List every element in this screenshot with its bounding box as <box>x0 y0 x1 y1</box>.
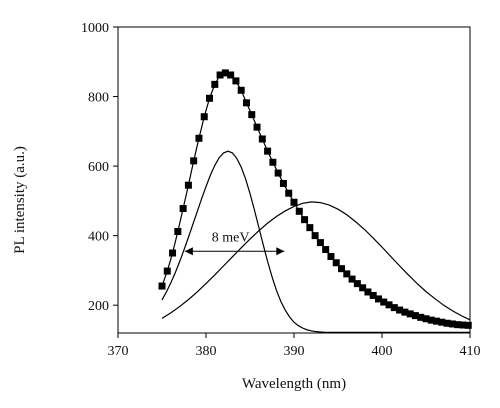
data-point-marker <box>396 306 404 314</box>
x-tick-label: 380 <box>196 344 217 359</box>
data-point-marker <box>264 147 272 155</box>
data-point-marker <box>253 123 261 131</box>
x-axis: 370 380 390 400 410 <box>108 333 481 359</box>
data-point-marker <box>459 321 467 329</box>
data-point-marker <box>390 304 398 312</box>
plot-border <box>117 26 471 334</box>
data-point-marker <box>348 275 356 283</box>
data-point-marker <box>216 71 224 79</box>
data-point-marker <box>374 295 382 303</box>
annotation-arrowhead-left <box>184 247 193 256</box>
y-tick-label: 800 <box>88 91 109 106</box>
x-tick-label: 400 <box>372 344 393 359</box>
data-point-marker <box>174 227 182 235</box>
data-point-marker <box>163 267 171 275</box>
data-point-marker <box>232 77 240 85</box>
data-point-marker <box>438 318 446 326</box>
data-point-marker <box>338 265 346 273</box>
x-tick-label: 370 <box>108 344 129 359</box>
data-point-marker <box>401 308 409 316</box>
data-point-marker <box>206 94 214 102</box>
data-point-marker <box>364 288 372 296</box>
data-point-marker <box>316 239 324 247</box>
data-point-marker <box>295 207 303 215</box>
data-point-marker <box>311 232 319 240</box>
data-point-marker <box>158 282 166 290</box>
data-point-marker <box>353 280 361 288</box>
data-point-marker <box>179 205 187 213</box>
series-2-line <box>161 150 470 333</box>
data-point-marker <box>369 291 377 299</box>
data-point-marker <box>211 80 219 88</box>
y-tick-label: 1000 <box>81 21 109 36</box>
data-point-marker <box>454 321 462 329</box>
data-point-marker <box>411 312 419 320</box>
data-point-marker <box>248 111 256 119</box>
data-point-marker <box>417 313 425 321</box>
annotation-layer: 8 meV <box>184 230 285 256</box>
data-point-marker <box>327 253 335 260</box>
data-point-marker <box>221 69 229 77</box>
data-point-marker <box>258 135 266 143</box>
y-axis: 200 400 600 800 1000 <box>81 21 118 314</box>
data-point-marker <box>385 301 393 309</box>
data-point-marker <box>359 284 367 292</box>
x-tick-label: 410 <box>460 344 481 359</box>
x-tick-label: 390 <box>284 344 305 359</box>
data-point-marker <box>332 259 340 267</box>
data-point-marker <box>195 134 203 142</box>
y-tick-label: 200 <box>88 299 109 314</box>
y-tick-label: 600 <box>88 160 109 175</box>
data-point-marker <box>279 179 287 187</box>
data-point-marker <box>290 198 298 206</box>
data-point-marker <box>464 321 472 329</box>
data-point-marker <box>242 99 250 107</box>
data-point-marker <box>427 316 435 324</box>
plot-area <box>117 26 471 334</box>
data-point-marker <box>306 224 314 232</box>
data-point-marker <box>169 249 177 257</box>
data-point-marker <box>227 71 235 79</box>
data-point-marker <box>269 158 277 166</box>
data-point-marker <box>448 320 456 328</box>
y-tick-label: 400 <box>88 230 109 245</box>
series-1-markers <box>158 69 472 329</box>
data-point-marker <box>433 317 441 325</box>
y-axis-title: PL intensity (a.u.) <box>12 146 28 254</box>
annotation-label: 8 meV <box>212 230 250 245</box>
data-point-marker <box>285 189 293 197</box>
data-point-marker <box>380 298 388 306</box>
data-point-marker <box>200 113 208 121</box>
x-axis-title: Wavelength (nm) <box>242 376 346 392</box>
data-point-marker <box>301 216 309 224</box>
data-point-marker <box>274 169 282 177</box>
data-point-marker <box>422 315 430 323</box>
data-point-marker <box>184 181 192 189</box>
data-point-marker <box>343 270 351 278</box>
data-point-marker <box>190 157 198 165</box>
data-point-marker <box>237 86 245 94</box>
series-layer <box>158 69 472 333</box>
series-3-line <box>161 201 471 321</box>
data-point-marker <box>322 246 330 254</box>
data-point-marker <box>406 310 414 318</box>
data-point-marker <box>443 319 451 327</box>
annotation-arrowhead-right <box>276 247 285 256</box>
